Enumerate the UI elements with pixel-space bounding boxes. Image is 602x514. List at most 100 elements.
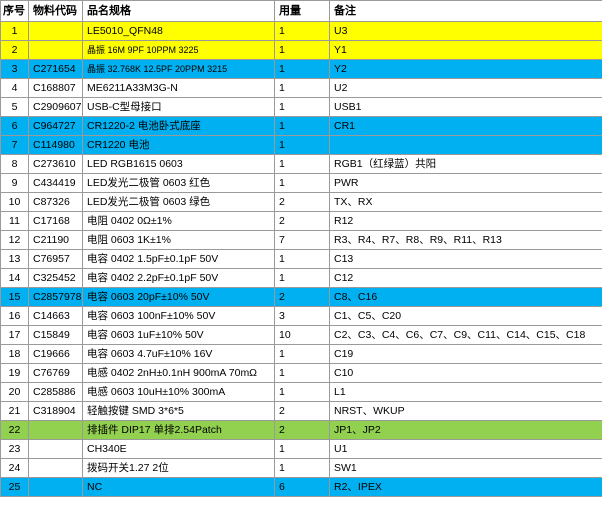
cell-material-code	[28, 420, 83, 440]
cell-quantity: 1	[274, 21, 330, 41]
cell-index: 11	[0, 211, 29, 231]
cell-index: 24	[0, 458, 29, 478]
cell-index: 1	[0, 21, 29, 41]
cell-quantity: 2	[274, 192, 330, 212]
cell-note: SW1	[329, 458, 602, 478]
bom-table: 序号 物料代码 品名规格 用量 备注 1 LE5010_QFN48 1 U3 2 晶振 1…	[0, 0, 602, 497]
cell-material-code	[28, 458, 83, 478]
table-row: 5 C2909607 USB-C型母接口 1 USB1	[0, 97, 602, 117]
cell-material-code: C168807	[28, 78, 83, 98]
table-row: 6 C964727 CR1220-2 电池卧式底座 1 CR1	[0, 116, 602, 136]
cell-quantity: 2	[274, 420, 330, 440]
table-row: 17 C15849 电容 0603 1uF±10% 50V 10 C2、C3、C4、C6…	[0, 325, 602, 345]
cell-quantity: 1	[274, 344, 330, 364]
table-row: 16 C14663 电容 0603 100nF±10% 50V 3 C1、C5、C20	[0, 306, 602, 326]
cell-index: 3	[0, 59, 29, 79]
cell-note: C10	[329, 363, 602, 383]
table-row: 15 C2857978 电容 0603 20pF±10% 50V 2 C8、C16	[0, 287, 602, 307]
table-row: 25 NC 6 R2、IPEX	[0, 477, 602, 497]
cell-index: 4	[0, 78, 29, 98]
cell-index: 20	[0, 382, 29, 402]
cell-spec: 电容 0402 1.5pF±0.1pF 50V	[82, 249, 275, 269]
cell-material-code: C2857978	[28, 287, 83, 307]
cell-spec: LE5010_QFN48	[82, 21, 275, 41]
cell-index: 7	[0, 135, 29, 155]
table-row: 13 C76957 电容 0402 1.5pF±0.1pF 50V 1 C13	[0, 249, 602, 269]
table-row: 11 C17168 电阻 0402 0Ω±1% 2 R12	[0, 211, 602, 231]
table-row: 18 C19666 电容 0603 4.7uF±10% 16V 1 C19	[0, 344, 602, 364]
cell-spec: 晶振 32.768K 12.5PF 20PPM 3215	[82, 59, 275, 79]
cell-note: CR1	[329, 116, 602, 136]
cell-spec: 电阻 0402 0Ω±1%	[82, 211, 275, 231]
cell-note	[329, 135, 602, 155]
table-body: 1 LE5010_QFN48 1 U3 2 晶振 16M 9PF 10PPM 3225 1 Y…	[0, 21, 602, 497]
cell-index: 21	[0, 401, 29, 421]
cell-index: 6	[0, 116, 29, 136]
cell-quantity: 1	[274, 363, 330, 383]
cell-spec: 电感 0603 10uH±10% 300mA	[82, 382, 275, 402]
header-material-code: 物料代码	[28, 0, 83, 22]
cell-material-code	[28, 40, 83, 60]
header-index: 序号	[0, 0, 29, 22]
cell-quantity: 1	[274, 135, 330, 155]
cell-index: 2	[0, 40, 29, 60]
cell-index: 18	[0, 344, 29, 364]
table-row: 12 C21190 电阻 0603 1K±1% 7 R3、R4、R7、R8、R9、R11…	[0, 230, 602, 250]
cell-spec: LED发光二极管 0603 红色	[82, 173, 275, 193]
table-row: 22 排插件 DIP17 单排2.54Patch 2 JP1、JP2	[0, 420, 602, 440]
cell-note: R3、R4、R7、R8、R9、R11、R13	[329, 230, 602, 250]
cell-material-code: C114980	[28, 135, 83, 155]
cell-spec: LED RGB1615 0603	[82, 154, 275, 174]
table-row: 10 C87326 LED发光二极管 0603 绿色 2 TX、RX	[0, 192, 602, 212]
cell-note: C13	[329, 249, 602, 269]
cell-spec: 晶振 16M 9PF 10PPM 3225	[82, 40, 275, 60]
cell-spec: CR1220-2 电池卧式底座	[82, 116, 275, 136]
cell-note: NRST、WKUP	[329, 401, 602, 421]
cell-quantity: 1	[274, 268, 330, 288]
cell-spec: CH340E	[82, 439, 275, 459]
cell-note: C1、C5、C20	[329, 306, 602, 326]
table-row: 7 C114980 CR1220 电池 1	[0, 135, 602, 155]
cell-spec: 拨码开关1.27 2位	[82, 458, 275, 478]
table-row: 8 C273610 LED RGB1615 0603 1 RGB1（红绿蓝）共阳	[0, 154, 602, 174]
header-row: 序号 物料代码 品名规格 用量 备注	[0, 0, 602, 22]
cell-index: 16	[0, 306, 29, 326]
cell-material-code: C318904	[28, 401, 83, 421]
cell-material-code	[28, 21, 83, 41]
cell-index: 15	[0, 287, 29, 307]
cell-material-code: C434419	[28, 173, 83, 193]
cell-spec: ME6211A33M3G-N	[82, 78, 275, 98]
cell-index: 14	[0, 268, 29, 288]
cell-spec: 电容 0603 1uF±10% 50V	[82, 325, 275, 345]
cell-spec: 电容 0603 100nF±10% 50V	[82, 306, 275, 326]
cell-spec: LED发光二极管 0603 绿色	[82, 192, 275, 212]
cell-note: L1	[329, 382, 602, 402]
cell-quantity: 1	[274, 40, 330, 60]
cell-quantity: 1	[274, 116, 330, 136]
cell-quantity: 1	[274, 59, 330, 79]
cell-material-code: C17168	[28, 211, 83, 231]
cell-material-code: C273610	[28, 154, 83, 174]
cell-spec: NC	[82, 477, 275, 497]
cell-index: 5	[0, 97, 29, 117]
cell-index: 10	[0, 192, 29, 212]
cell-material-code: C285886	[28, 382, 83, 402]
table-row: 21 C318904 轻触按键 SMD 3*6*5 2 NRST、WKUP	[0, 401, 602, 421]
cell-quantity: 1	[274, 382, 330, 402]
cell-material-code: C14663	[28, 306, 83, 326]
table-row: 20 C285886 电感 0603 10uH±10% 300mA 1 L1	[0, 382, 602, 402]
cell-note: C2、C3、C4、C6、C7、C9、C11、C14、C15、C18	[329, 325, 602, 345]
cell-index: 12	[0, 230, 29, 250]
cell-material-code: C15849	[28, 325, 83, 345]
cell-quantity: 2	[274, 401, 330, 421]
table-row: 19 C76769 电感 0402 2nH±0.1nH 900mA 70mΩ 1 C10	[0, 363, 602, 383]
cell-note: R2、IPEX	[329, 477, 602, 497]
cell-index: 25	[0, 477, 29, 497]
cell-quantity: 2	[274, 211, 330, 231]
header-note: 备注	[329, 0, 602, 22]
cell-note: USB1	[329, 97, 602, 117]
cell-note: C12	[329, 268, 602, 288]
cell-quantity: 1	[274, 173, 330, 193]
cell-note: JP1、JP2	[329, 420, 602, 440]
cell-index: 17	[0, 325, 29, 345]
